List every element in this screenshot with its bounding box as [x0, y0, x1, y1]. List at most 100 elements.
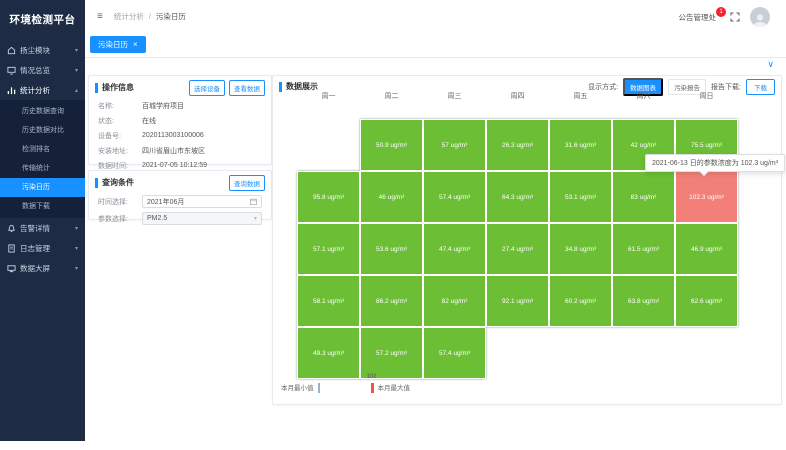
calendar-cell[interactable]: 49.3 ug/m³ — [297, 327, 360, 379]
time-select-input[interactable]: 2021年06月 — [142, 195, 262, 208]
calendar-cell[interactable]: 47.4 ug/m³ — [423, 223, 486, 275]
calendar-cell[interactable]: 57 ug/m³ — [423, 119, 486, 171]
calendar-cell-empty — [612, 327, 675, 379]
field-label: 数据时间: — [98, 162, 128, 170]
sidebar-item-pollution-calendar[interactable]: 污染日历 — [0, 178, 85, 197]
calendar-cell-empty — [486, 327, 549, 379]
sidebar-item-data-screen[interactable]: 数据大屏 ▾ — [0, 258, 85, 278]
field-value: 四川省眉山市东坡区 — [142, 147, 205, 155]
calendar-cell[interactable]: 46 ug/m³ — [360, 171, 423, 223]
field-status: 状态: 在线 — [89, 113, 271, 128]
calendar-cell[interactable]: 86.2 ug/m³ — [360, 275, 423, 327]
calendar-cell[interactable]: 57.1 ug/m³ — [297, 223, 360, 275]
breadcrumb-current: 污染日历 — [155, 12, 186, 21]
breadcrumb-section[interactable]: 统计分析 — [113, 12, 144, 21]
weekday-label: 周五 — [573, 93, 588, 100]
chevron-down-icon: ▾ — [74, 47, 78, 54]
sidebar-item-data-download[interactable]: 数据下载 — [22, 203, 50, 210]
color-legend: 本月最小值 102 本月最大值 — [281, 374, 411, 394]
field-label: 状态: — [98, 117, 114, 125]
calendar-cell[interactable]: 57.4 ug/m³ — [423, 171, 486, 223]
field-install-address: 安装地址: 四川省眉山市东坡区 — [89, 143, 271, 158]
weekday-label: 周三 — [447, 93, 462, 100]
sidebar-item-history-compare[interactable]: 历史数据对比 — [22, 127, 64, 134]
calendar-cell[interactable]: 46.9 ug/m³ — [675, 223, 738, 275]
calendar-cell-empty — [297, 119, 360, 171]
sidebar-item-dust-module[interactable]: 扬尘模块 ▾ — [0, 40, 85, 60]
mode-chart-button[interactable]: 数据图表 — [623, 78, 664, 96]
fullscreen-icon[interactable] — [730, 12, 740, 22]
home-icon — [7, 46, 16, 55]
notice-label: 公告管理处 — [678, 12, 717, 22]
field-data-time: 数据时间: 2021-07-05 10:12:59 — [89, 158, 271, 173]
chevron-down-icon: ▾ — [74, 245, 78, 252]
sidebar-item-alarm-detail[interactable]: 告警详情 ▾ — [0, 218, 85, 238]
weekday-header-row: 周一 周二 周三 周四 周五 周六 周日 — [297, 91, 738, 101]
breadcrumb-separator: / — [148, 12, 151, 21]
calendar-cell[interactable]: 102.3 ug/m³ — [675, 171, 738, 223]
calendar-cell[interactable]: 92.1 ug/m³ — [486, 275, 549, 327]
calendar-cell[interactable]: 62.6 ug/m³ — [675, 275, 738, 327]
calendar-cell[interactable]: 63.8 ug/m³ — [612, 275, 675, 327]
calendar-cell[interactable]: 57.2 ug/m³ — [360, 327, 423, 379]
sidebar-item-history-query[interactable]: 历史数据查询 — [22, 108, 64, 115]
calendar-cell[interactable]: 27.4 ug/m³ — [486, 223, 549, 275]
calendar-cell[interactable]: 61.5 ug/m³ — [612, 223, 675, 275]
legend-gradient-bar: 102 — [317, 374, 377, 394]
calendar-cell[interactable]: 58.1 ug/m³ — [297, 275, 360, 327]
calendar-grid: 50.9 ug/m³ 57 ug/m³ 26.3 ug/m³ 31.6 ug/m³ 42… — [297, 119, 738, 379]
query-panel: 查询条件 查询数据 时间选择: 2021年06月 参数选择: — [88, 170, 272, 225]
chart-icon — [7, 86, 16, 95]
screen-icon — [7, 264, 16, 273]
calendar-cell[interactable]: 53.1 ug/m³ — [549, 171, 612, 223]
download-button[interactable]: 下载 — [746, 79, 775, 95]
calendar-cell[interactable]: 95.8 ug/m³ — [297, 171, 360, 223]
sidebar-item-statistics[interactable]: 统计分析 ▴ — [0, 80, 85, 100]
sidebar-nav: 扬尘模块 ▾ 情况总览 ▾ 统计分析 ▴ 历史数据查询 历史数据对比 检 — [0, 40, 85, 278]
notice-badge: 1 — [716, 6, 726, 17]
report-download-label: 报告下载: — [711, 84, 741, 91]
calendar-cell[interactable]: 50.9 ug/m³ — [360, 119, 423, 171]
legend-min-label: 本月最小值 — [281, 385, 314, 392]
legend-min-handle[interactable] — [317, 383, 320, 393]
data-display-title: 数据展示 — [279, 82, 318, 92]
legend-max-label: 本月最大值 — [377, 385, 411, 392]
topbar-actions: 公告管理处 1 — [678, 6, 770, 27]
calendar-cell[interactable]: 64.3 ug/m³ — [486, 171, 549, 223]
param-select-dropdown[interactable]: PM2.5 ▾ — [142, 212, 262, 225]
tooltip-text: 2021-06-13 日的参数浓度为 102.3 ug/m³ — [652, 160, 779, 167]
sidebar-item-detect-ranking[interactable]: 检测排名 — [22, 146, 50, 153]
tabbar: 污染日历 × — [85, 32, 786, 58]
notice-link[interactable]: 公告管理处 1 — [678, 6, 726, 23]
calendar-cell[interactable]: 57.4 ug/m³ — [423, 327, 486, 379]
legend-max-handle[interactable] — [369, 382, 375, 394]
calendar-cell[interactable]: 82 ug/m³ — [423, 275, 486, 327]
query-data-button[interactable]: 查询数据 — [229, 175, 265, 191]
calendar-cell[interactable]: 60.2 ug/m³ — [549, 275, 612, 327]
calendar-cell-empty — [675, 327, 738, 379]
mode-report-button[interactable]: 污染报告 — [668, 79, 707, 95]
view-data-button[interactable]: 查看数据 — [229, 80, 265, 96]
calendar-cell[interactable]: 34.8 ug/m³ — [549, 223, 612, 275]
select-device-button[interactable]: 选择设备 — [189, 80, 225, 96]
field-value: 2020113003100006 — [142, 132, 204, 139]
sidebar-item-overview[interactable]: 情况总览 ▾ — [0, 60, 85, 80]
collapse-chevron-icon[interactable]: ∨ — [767, 59, 774, 69]
calendar-cell[interactable]: 26.3 ug/m³ — [486, 119, 549, 171]
tab-pollution-calendar[interactable]: 污染日历 × — [90, 36, 146, 53]
sidebar-item-log-management[interactable]: 日志管理 ▾ — [0, 238, 85, 258]
sidebar-item-transfer-stats[interactable]: 传输统计 — [22, 165, 50, 172]
calendar-cell[interactable]: 53.6 ug/m³ — [360, 223, 423, 275]
weekday-label: 周日 — [699, 93, 714, 100]
close-icon[interactable]: × — [133, 40, 138, 49]
hamburger-icon[interactable]: ≡ — [97, 10, 103, 22]
sidebar-item-label: 日志管理 — [20, 243, 50, 253]
time-select-label: 时间选择: — [98, 198, 128, 206]
avatar[interactable] — [750, 7, 770, 27]
display-mode-label: 显示方式: — [588, 84, 619, 91]
content: ∨ 操作信息 选择设备 查看数据 名称: 百城学府项目 状态: 在线 — [85, 58, 786, 408]
field-label: 设备号: — [98, 132, 121, 140]
calendar-cell[interactable]: 83 ug/m³ — [612, 171, 675, 223]
calendar-cell[interactable]: 31.6 ug/m³ — [549, 119, 612, 171]
